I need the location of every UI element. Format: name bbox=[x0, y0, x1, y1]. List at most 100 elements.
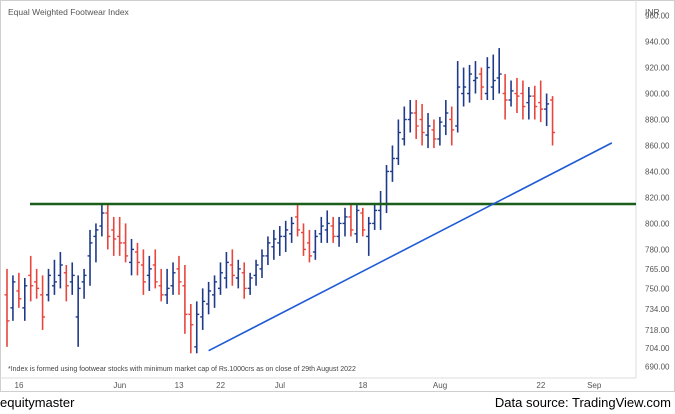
ohlc-bar bbox=[105, 203, 111, 250]
ohlc-bar bbox=[271, 229, 277, 260]
ohlc-bar bbox=[366, 216, 372, 256]
ohlc-bar bbox=[360, 207, 366, 237]
ohlc-bar bbox=[117, 216, 123, 256]
ohlc-bar bbox=[69, 262, 75, 295]
y-tick-label: 920.00 bbox=[645, 64, 670, 73]
ohlc-bar bbox=[223, 252, 229, 289]
ohlc-bar bbox=[194, 301, 200, 354]
ohlc-bar bbox=[461, 67, 467, 107]
ohlc-bar bbox=[544, 93, 550, 126]
x-tick-label: Jul bbox=[275, 381, 285, 390]
trendline bbox=[208, 142, 613, 352]
y-tick-label: 960.00 bbox=[645, 12, 670, 21]
ohlc-bar bbox=[455, 61, 461, 133]
y-tick-label: 704.00 bbox=[645, 344, 670, 353]
ohlc-bar bbox=[443, 100, 449, 136]
ohlc-bar bbox=[129, 239, 135, 276]
overlay-lines bbox=[30, 142, 636, 352]
x-tick-label: 22 bbox=[216, 381, 225, 390]
ohlc-bar bbox=[526, 87, 532, 120]
ohlc-bar bbox=[496, 48, 502, 94]
x-tick-label: Jun bbox=[113, 381, 126, 390]
ohlc-bar bbox=[146, 255, 152, 291]
ohlc-bar bbox=[289, 216, 295, 243]
ohlc-bar bbox=[395, 119, 401, 165]
ohlc-bar bbox=[472, 61, 478, 94]
ohlc-chart: Equal Weighted Footwear Index INR 690.00… bbox=[0, 0, 675, 392]
ohlc-bar bbox=[10, 275, 16, 321]
ohlc-bar bbox=[4, 268, 10, 347]
ohlc-bar bbox=[111, 216, 117, 256]
ohlc-bar bbox=[413, 100, 419, 139]
ohlc-bar bbox=[206, 281, 212, 315]
ohlc-bar bbox=[407, 100, 413, 133]
ohlc-bar bbox=[99, 203, 105, 237]
ohlc-bar bbox=[336, 216, 342, 247]
ohlc-bar bbox=[520, 80, 526, 120]
ohlc-bar bbox=[389, 145, 395, 182]
ohlc-bar bbox=[306, 229, 312, 263]
data-source: Data source: TradingView.com bbox=[494, 395, 671, 410]
footnote: *Index is formed using footwear stocks w… bbox=[8, 366, 356, 373]
ohlc-bar bbox=[431, 119, 437, 149]
ohlc-bar bbox=[140, 249, 146, 295]
x-tick-label: 13 bbox=[175, 381, 184, 390]
ohlc-bar bbox=[484, 57, 490, 101]
ohlc-bar bbox=[170, 262, 176, 295]
y-tick-label: 860.00 bbox=[645, 141, 670, 150]
ohlc-bar bbox=[253, 259, 259, 286]
brand-label: equitymaster bbox=[0, 395, 75, 410]
y-tick-label: 690.00 bbox=[645, 362, 670, 371]
ohlc-bar bbox=[34, 268, 40, 299]
x-tick-label: 16 bbox=[15, 381, 24, 390]
ohlc-bar bbox=[324, 210, 330, 243]
ohlc-bar bbox=[164, 268, 170, 304]
ohlc-bar bbox=[46, 268, 52, 302]
ohlc-bar bbox=[490, 54, 496, 101]
ohlc-bar bbox=[295, 203, 301, 237]
x-tick-label: Sep bbox=[587, 381, 602, 390]
x-tick-label: Aug bbox=[433, 381, 447, 390]
ohlc-bar bbox=[235, 259, 241, 289]
ohlc-bar bbox=[259, 249, 265, 278]
y-tick-label: 900.00 bbox=[645, 90, 670, 99]
ohlc-bar bbox=[123, 223, 129, 263]
ohlc-bar bbox=[152, 249, 158, 289]
ohlc-bar bbox=[22, 277, 28, 321]
x-tick-label: 18 bbox=[358, 381, 367, 390]
ohlc-bar bbox=[348, 203, 354, 237]
y-tick-label: 718.00 bbox=[645, 326, 670, 335]
ohlc-bar bbox=[467, 64, 473, 103]
ohlc-bar bbox=[419, 103, 425, 146]
ohlc-bar bbox=[514, 77, 520, 114]
currency-label: INR bbox=[645, 7, 660, 17]
ohlc-bar bbox=[312, 229, 318, 260]
ohlc-bar bbox=[200, 288, 206, 330]
y-tick-label: 840.00 bbox=[645, 167, 670, 176]
x-tick-label: 22 bbox=[536, 381, 545, 390]
y-tick-label: 780.00 bbox=[645, 245, 670, 254]
y-tick-labels: 690.00 704.00 718.00 734.00 750.00 765.00 780.… bbox=[645, 12, 670, 372]
y-tick-label: 765.00 bbox=[645, 265, 670, 274]
ohlc-bar bbox=[87, 229, 93, 286]
ohlc-bar bbox=[182, 264, 188, 334]
ohlc-bar bbox=[277, 226, 283, 256]
y-tick-label: 820.00 bbox=[645, 193, 670, 202]
ohlc-bar bbox=[57, 252, 63, 289]
ohlc-bar bbox=[283, 220, 289, 252]
ohlc-bar bbox=[532, 85, 538, 120]
ohlc-bar bbox=[449, 106, 455, 146]
y-tick-label: 880.00 bbox=[645, 116, 670, 125]
y-tick-label: 940.00 bbox=[645, 38, 670, 47]
y-tick-label: 750.00 bbox=[645, 284, 670, 293]
ohlc-bar bbox=[330, 216, 336, 243]
ohlc-bar bbox=[212, 275, 218, 308]
ohlc-bar bbox=[63, 264, 69, 302]
ohlc-bar bbox=[51, 259, 57, 295]
ohlc-bar bbox=[354, 203, 360, 243]
ohlc-bar bbox=[478, 67, 484, 101]
y-tick-label: 800.00 bbox=[645, 219, 670, 228]
ohlc-bar bbox=[93, 223, 99, 263]
ohlc-bar bbox=[401, 106, 407, 146]
ohlc-bar bbox=[176, 255, 182, 295]
